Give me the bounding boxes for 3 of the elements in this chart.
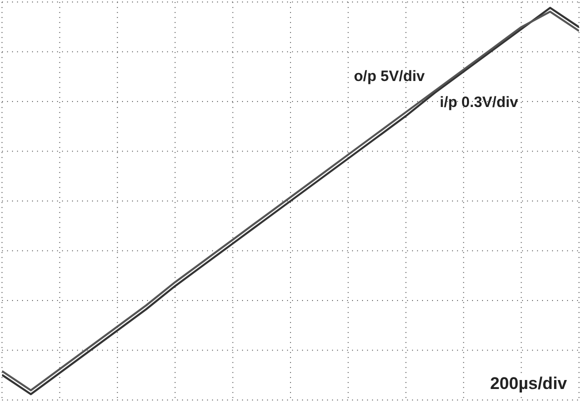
series-label: i/p 0.3V/div [440,94,519,111]
annotation: 200µs/div [490,374,567,394]
series-label: o/p 5V/div [354,68,426,85]
